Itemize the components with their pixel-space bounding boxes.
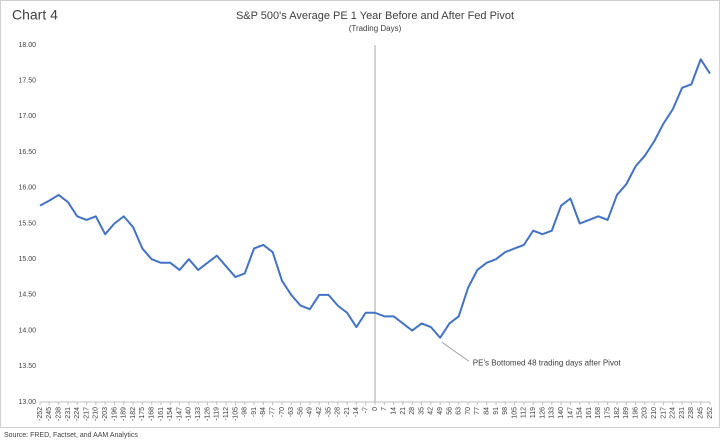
x-tick-label: -126: [204, 407, 211, 421]
x-tick-label: -112: [223, 407, 230, 421]
x-tick-label: 35: [418, 407, 425, 415]
x-tick-label: 231: [679, 407, 686, 419]
x-tick-label: -147: [176, 407, 183, 421]
x-tick-label: 98: [502, 407, 509, 415]
x-tick-label: 210: [651, 407, 658, 419]
x-tick-label: 252: [707, 407, 714, 419]
x-tick-label: 238: [688, 407, 695, 419]
x-tick-label: 245: [698, 407, 705, 419]
x-tick-label: -21: [344, 407, 351, 417]
x-tick-label: -154: [167, 407, 174, 421]
x-tick-label: 21: [400, 407, 407, 415]
x-tick-label: -189: [121, 407, 128, 421]
x-tick-label: 77: [474, 407, 481, 415]
x-tick-label: 56: [446, 407, 453, 415]
x-tick-label: -49: [307, 407, 314, 417]
chart-frame: [0, 0, 720, 428]
annotation-text: PE's Bottomed 48 trading days after Pivo…: [473, 358, 622, 367]
x-tick-label: -210: [93, 407, 100, 421]
y-tick-label: 16.50: [18, 149, 36, 156]
x-tick-label: -7: [363, 407, 370, 413]
x-tick-label: -42: [316, 407, 323, 417]
y-tick-label: 17.50: [18, 78, 36, 85]
y-tick-label: 15.00: [18, 256, 36, 263]
chart-label: Chart 4: [12, 7, 58, 23]
x-tick-label: -105: [232, 407, 239, 421]
x-tick-label: 224: [670, 407, 677, 419]
x-tick-label: 0: [372, 407, 379, 411]
y-tick-label: 13.50: [18, 363, 36, 370]
x-tick-label: 119: [530, 407, 537, 418]
x-tick-label: 14: [390, 407, 397, 415]
x-tick-label: -175: [139, 407, 146, 421]
x-tick-label: 91: [493, 407, 500, 415]
y-tick-label: 18.00: [18, 42, 36, 49]
x-tick-label: -28: [335, 407, 342, 417]
x-tick-label: -84: [260, 407, 267, 417]
x-tick-label: -161: [158, 407, 165, 421]
y-tick-label: 15.50: [18, 220, 36, 227]
x-tick-label: 140: [558, 407, 565, 419]
x-tick-label: 147: [567, 407, 574, 419]
x-tick-label: 105: [511, 407, 518, 419]
x-tick-label: -91: [251, 407, 258, 417]
x-tick-label: 182: [614, 407, 621, 419]
x-tick-label: -168: [149, 407, 156, 421]
x-tick-label: -245: [46, 407, 53, 421]
y-tick-label: 16.00: [18, 185, 36, 192]
x-tick-label: -238: [55, 407, 62, 421]
x-tick-label: 49: [437, 407, 444, 415]
x-tick-label: 161: [586, 407, 593, 419]
chart-title: S&P 500's Average PE 1 Year Before and A…: [236, 10, 514, 22]
x-tick-label: 203: [642, 407, 649, 419]
y-tick-label: 14.00: [18, 327, 36, 334]
x-tick-label: -119: [214, 407, 221, 421]
x-tick-label: -98: [242, 407, 249, 417]
x-tick-label: -77: [269, 407, 276, 417]
x-tick-label: 217: [660, 407, 667, 419]
x-tick-label: -56: [297, 407, 304, 417]
source-note: Source: FRED, Factset, and AAM Analytics: [4, 432, 138, 439]
x-tick-label: 7: [381, 407, 388, 411]
x-tick-label: -224: [74, 407, 81, 421]
x-tick-label: -35: [325, 407, 332, 417]
x-tick-label: 175: [604, 407, 611, 419]
x-tick-label: 70: [465, 407, 472, 415]
x-tick-label: 42: [428, 407, 435, 415]
x-tick-label: 196: [632, 407, 639, 419]
x-tick-label: -203: [102, 407, 109, 421]
x-tick-label: -217: [83, 407, 90, 421]
x-tick-label: -133: [195, 407, 202, 421]
y-tick-label: 14.50: [18, 292, 36, 299]
x-tick-label: 154: [577, 407, 584, 419]
x-tick-label: 168: [595, 407, 602, 419]
x-tick-label: -231: [65, 407, 72, 421]
x-tick-label: -182: [130, 407, 137, 421]
x-tick-label: 112: [521, 407, 528, 418]
x-tick-label: -63: [288, 407, 295, 417]
x-tick-label: -14: [353, 407, 360, 417]
annotation-arrow: [441, 341, 470, 362]
chart-subtitle: (Trading Days): [349, 24, 402, 33]
x-tick-label: 84: [484, 407, 491, 415]
x-tick-label: 133: [549, 407, 556, 419]
x-tick-label: -140: [186, 407, 193, 421]
x-tick-label: 189: [623, 407, 630, 419]
y-tick-label: 17.00: [18, 113, 36, 120]
x-tick-label: -196: [111, 407, 118, 421]
x-tick-label: 28: [409, 407, 416, 415]
y-tick-label: 13.00: [18, 399, 36, 406]
x-tick-label: 126: [539, 407, 546, 419]
x-tick-label: 63: [456, 407, 463, 415]
x-tick-label: -70: [279, 407, 286, 417]
data-line: [39, 58, 711, 339]
x-tick-label: -252: [37, 407, 44, 421]
